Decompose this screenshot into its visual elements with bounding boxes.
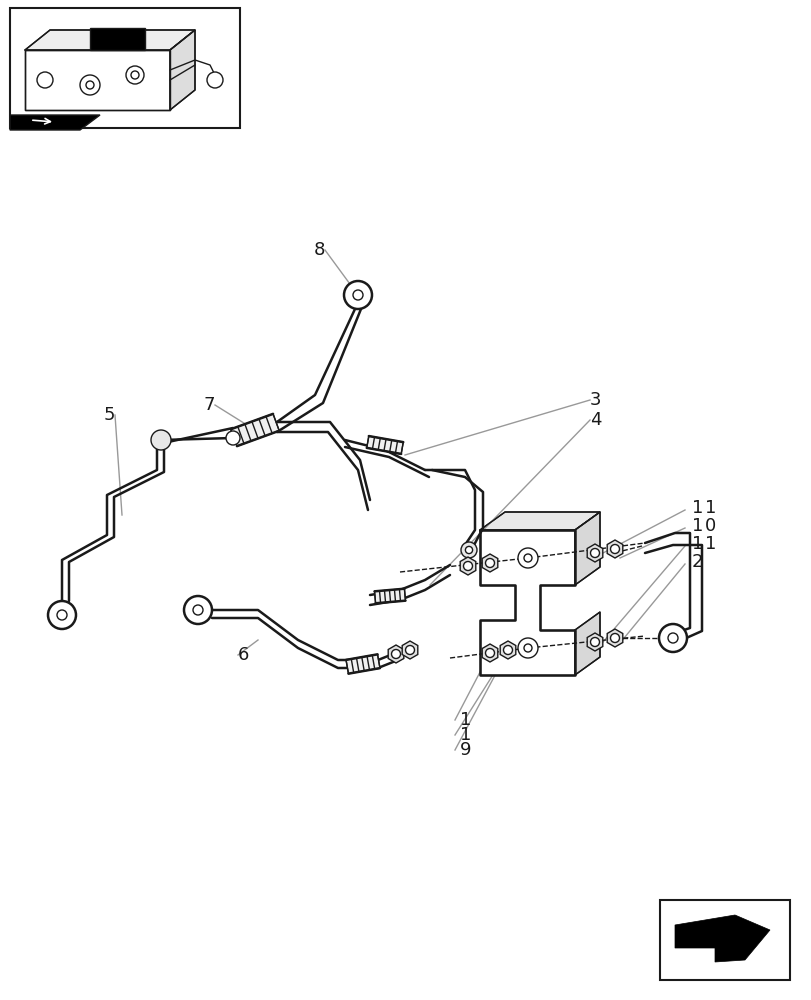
Polygon shape <box>479 530 574 675</box>
Polygon shape <box>482 554 497 572</box>
Circle shape <box>37 72 53 88</box>
Text: 4: 4 <box>590 411 601 429</box>
Circle shape <box>465 546 472 554</box>
Circle shape <box>126 66 144 84</box>
Text: 1: 1 <box>691 499 702 517</box>
Circle shape <box>610 544 619 554</box>
Polygon shape <box>574 612 599 675</box>
Text: 7: 7 <box>204 396 215 414</box>
Circle shape <box>667 633 677 643</box>
Circle shape <box>86 81 94 89</box>
Circle shape <box>405 646 414 654</box>
Polygon shape <box>90 28 145 50</box>
Text: 1: 1 <box>704 499 715 517</box>
Circle shape <box>463 562 472 570</box>
Bar <box>659 900 789 980</box>
Polygon shape <box>479 512 599 530</box>
Circle shape <box>57 610 67 620</box>
Circle shape <box>523 554 531 562</box>
Polygon shape <box>586 544 602 562</box>
Circle shape <box>659 624 686 652</box>
Polygon shape <box>230 414 279 446</box>
Polygon shape <box>607 629 622 647</box>
Circle shape <box>610 634 619 643</box>
Polygon shape <box>374 589 405 603</box>
Polygon shape <box>25 50 169 110</box>
Circle shape <box>461 542 476 558</box>
Circle shape <box>485 648 494 658</box>
Polygon shape <box>500 641 515 659</box>
Polygon shape <box>401 641 418 659</box>
Text: 1: 1 <box>691 535 702 553</box>
Text: 2: 2 <box>691 553 702 571</box>
Circle shape <box>353 290 363 300</box>
Circle shape <box>80 75 100 95</box>
Text: 1: 1 <box>691 517 702 535</box>
Polygon shape <box>482 644 497 662</box>
Circle shape <box>48 601 76 629</box>
Polygon shape <box>345 654 380 674</box>
Text: 0: 0 <box>704 517 715 535</box>
Text: 9: 9 <box>460 741 471 759</box>
Circle shape <box>184 596 212 624</box>
Text: 8: 8 <box>313 241 324 259</box>
Circle shape <box>503 646 512 654</box>
Polygon shape <box>10 115 100 130</box>
Polygon shape <box>25 30 195 50</box>
Text: 5: 5 <box>103 406 115 424</box>
Circle shape <box>225 431 240 445</box>
Text: 6: 6 <box>238 646 249 664</box>
Circle shape <box>590 638 599 647</box>
Circle shape <box>344 281 371 309</box>
Polygon shape <box>460 557 475 575</box>
Circle shape <box>517 548 538 568</box>
Circle shape <box>391 650 400 658</box>
Polygon shape <box>388 645 403 663</box>
Circle shape <box>517 638 538 658</box>
Polygon shape <box>674 915 769 962</box>
Circle shape <box>207 72 223 88</box>
Polygon shape <box>169 30 195 110</box>
Bar <box>10 8 240 128</box>
Circle shape <box>131 71 139 79</box>
Polygon shape <box>574 512 599 585</box>
Text: 3: 3 <box>590 391 601 409</box>
Circle shape <box>151 430 171 450</box>
Circle shape <box>590 548 599 558</box>
Polygon shape <box>607 540 622 558</box>
Text: 1: 1 <box>460 711 471 729</box>
Text: 1: 1 <box>704 535 715 553</box>
Circle shape <box>485 558 494 568</box>
Polygon shape <box>367 436 403 454</box>
Text: 1: 1 <box>460 726 471 744</box>
Polygon shape <box>586 633 602 651</box>
Circle shape <box>523 644 531 652</box>
Circle shape <box>193 605 203 615</box>
